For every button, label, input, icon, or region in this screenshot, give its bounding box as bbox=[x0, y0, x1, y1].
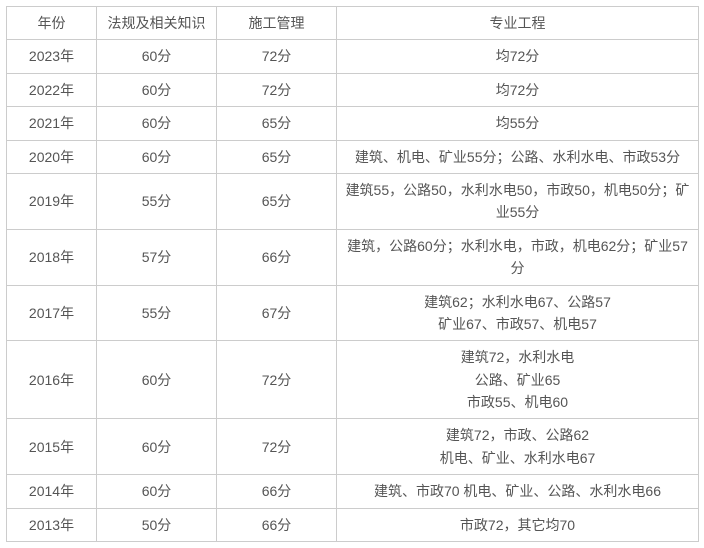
table-row: 2019年55分65分建筑55，公路50，水利水电50，市政50，机电50分；矿… bbox=[7, 173, 699, 229]
table-header-row: 年份 法规及相关知识 施工管理 专业工程 bbox=[7, 7, 699, 40]
table-row: 2020年60分65分建筑、机电、矿业55分；公路、水利水电、市政53分 bbox=[7, 140, 699, 173]
cell-law: 60分 bbox=[97, 475, 217, 508]
cell-year: 2014年 bbox=[7, 475, 97, 508]
cell-eng: 均72分 bbox=[337, 73, 699, 106]
cell-law: 60分 bbox=[97, 140, 217, 173]
cell-mgmt: 72分 bbox=[217, 341, 337, 419]
cell-mgmt: 65分 bbox=[217, 140, 337, 173]
cell-mgmt: 66分 bbox=[217, 475, 337, 508]
cell-year: 2022年 bbox=[7, 73, 97, 106]
cell-year: 2015年 bbox=[7, 419, 97, 475]
cell-law: 60分 bbox=[97, 40, 217, 73]
cell-eng: 市政72，其它均70 bbox=[337, 508, 699, 541]
cell-eng: 建筑、市政70 机电、矿业、公路、水利水电66 bbox=[337, 475, 699, 508]
cell-eng: 均55分 bbox=[337, 107, 699, 140]
cell-mgmt: 66分 bbox=[217, 229, 337, 285]
cell-mgmt: 72分 bbox=[217, 40, 337, 73]
table-row: 2015年60分72分建筑72，市政、公路62机电、矿业、水利水电67 bbox=[7, 419, 699, 475]
cell-eng: 建筑62；水利水电67、公路57矿业67、市政57、机电57 bbox=[337, 285, 699, 341]
table-body: 2023年60分72分均72分2022年60分72分均72分2021年60分65… bbox=[7, 40, 699, 542]
cell-mgmt: 72分 bbox=[217, 419, 337, 475]
cell-year: 2017年 bbox=[7, 285, 97, 341]
cell-eng: 建筑、机电、矿业55分；公路、水利水电、市政53分 bbox=[337, 140, 699, 173]
cell-eng: 建筑72，市政、公路62机电、矿业、水利水电67 bbox=[337, 419, 699, 475]
table-row: 2018年57分66分建筑，公路60分；水利水电，市政，机电62分；矿业57分 bbox=[7, 229, 699, 285]
cell-mgmt: 72分 bbox=[217, 73, 337, 106]
cell-year: 2019年 bbox=[7, 173, 97, 229]
cell-law: 60分 bbox=[97, 341, 217, 419]
cell-law: 50分 bbox=[97, 508, 217, 541]
table-row: 2023年60分72分均72分 bbox=[7, 40, 699, 73]
cell-mgmt: 65分 bbox=[217, 107, 337, 140]
cell-year: 2023年 bbox=[7, 40, 97, 73]
cell-law: 55分 bbox=[97, 285, 217, 341]
score-table: 年份 法规及相关知识 施工管理 专业工程 2023年60分72分均72分2022… bbox=[6, 6, 699, 542]
cell-year: 2020年 bbox=[7, 140, 97, 173]
table-row: 2021年60分65分均55分 bbox=[7, 107, 699, 140]
cell-mgmt: 67分 bbox=[217, 285, 337, 341]
table-row: 2013年50分66分市政72，其它均70 bbox=[7, 508, 699, 541]
table-row: 2016年60分72分建筑72，水利水电公路、矿业65市政55、机电60 bbox=[7, 341, 699, 419]
cell-law: 55分 bbox=[97, 173, 217, 229]
header-eng: 专业工程 bbox=[337, 7, 699, 40]
table-row: 2022年60分72分均72分 bbox=[7, 73, 699, 106]
cell-year: 2016年 bbox=[7, 341, 97, 419]
cell-year: 2013年 bbox=[7, 508, 97, 541]
cell-mgmt: 66分 bbox=[217, 508, 337, 541]
table-row: 2014年60分66分建筑、市政70 机电、矿业、公路、水利水电66 bbox=[7, 475, 699, 508]
cell-year: 2021年 bbox=[7, 107, 97, 140]
header-law: 法规及相关知识 bbox=[97, 7, 217, 40]
cell-law: 57分 bbox=[97, 229, 217, 285]
header-year: 年份 bbox=[7, 7, 97, 40]
cell-law: 60分 bbox=[97, 73, 217, 106]
header-mgmt: 施工管理 bbox=[217, 7, 337, 40]
cell-mgmt: 65分 bbox=[217, 173, 337, 229]
cell-law: 60分 bbox=[97, 107, 217, 140]
cell-eng: 建筑72，水利水电公路、矿业65市政55、机电60 bbox=[337, 341, 699, 419]
cell-year: 2018年 bbox=[7, 229, 97, 285]
cell-eng: 均72分 bbox=[337, 40, 699, 73]
cell-law: 60分 bbox=[97, 419, 217, 475]
cell-eng: 建筑55，公路50，水利水电50，市政50，机电50分；矿业55分 bbox=[337, 173, 699, 229]
table-row: 2017年55分67分建筑62；水利水电67、公路57矿业67、市政57、机电5… bbox=[7, 285, 699, 341]
cell-eng: 建筑，公路60分；水利水电，市政，机电62分；矿业57分 bbox=[337, 229, 699, 285]
